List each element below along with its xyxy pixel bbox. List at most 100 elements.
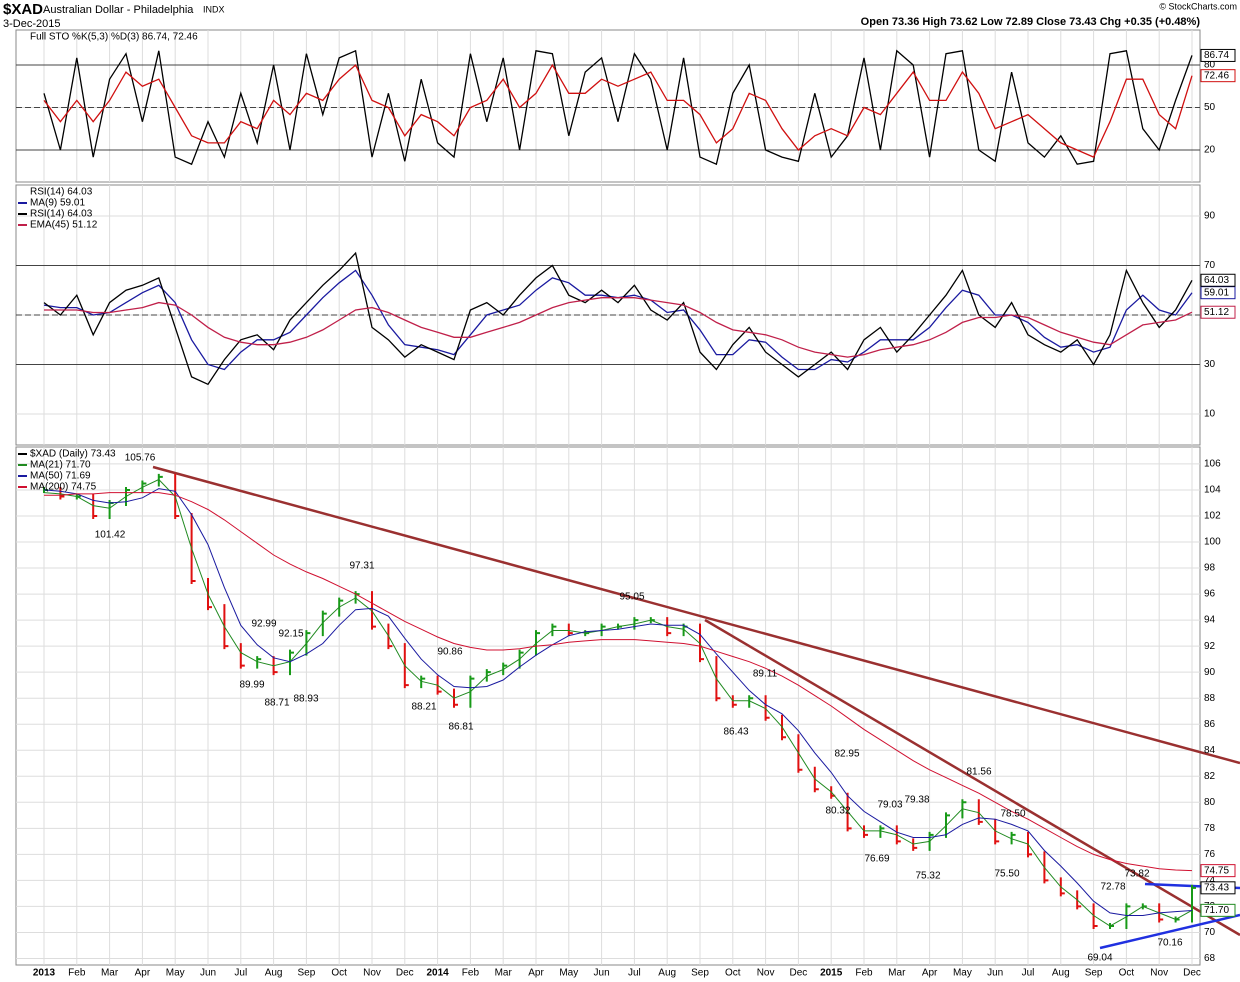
price-annotation: 105.76 [125,453,156,464]
price-bar [551,623,557,637]
end-label-box [1200,273,1236,287]
price-bar [994,818,1000,845]
price-annotation: 88.21 [411,702,436,713]
price-annotation: 86.81 [448,722,473,733]
credit: © StockCharts.com [1159,1,1237,11]
price-annotation: 88.93 [293,694,318,705]
end-label-box [1200,903,1236,917]
price-annotation: 72.78 [1100,882,1125,893]
y-tick-label: 80 [1204,60,1216,71]
x-tick-label: Sep [691,968,709,979]
quote: Open 73.36 High 73.62 Low 72.89 Close 73… [861,16,1201,28]
end-label-box [1200,305,1236,319]
price-annotation: 92.15 [278,629,303,640]
x-tick-label: Sep [1085,968,1103,979]
y-tick-label: 10 [1204,409,1216,420]
price-bar [502,662,508,676]
end-label: 51.12 [1204,307,1229,318]
price-bar [1092,903,1098,929]
x-tick-label: May [559,968,578,979]
x-tick-label: Nov [757,968,775,979]
x-tick-label: Jul [628,968,641,979]
x-tick-label: Jun [987,968,1003,979]
legend-label: MA(9) 59.01 [30,198,85,209]
end-label: 86.74 [1204,50,1229,61]
y-tick-label: 76 [1204,849,1216,860]
price-annotation: 82.95 [834,749,859,760]
price-bar [977,799,983,825]
legend-label: EMA(45) 51.12 [30,220,98,231]
end-label: 74.75 [1204,865,1229,876]
symbol: $XAD [3,1,43,18]
price-bar [92,493,98,519]
x-tick-label: Jun [594,968,610,979]
x-tick-label: Nov [363,968,381,979]
series-line [43,49,1193,166]
price-bar [141,480,147,493]
end-label-box [1200,864,1236,878]
y-tick-label: 80 [1204,797,1216,808]
x-tick-label: Feb [855,968,873,979]
y-tick-label: 30 [1204,359,1216,370]
x-tick-label: Sep [298,968,316,979]
price-bar [1191,884,1196,923]
y-tick-label: 92 [1204,641,1216,652]
price-bar [1125,903,1131,929]
price-bar [764,695,770,721]
price-bar [1010,831,1016,845]
end-label-box [1200,881,1236,895]
trendline [704,618,1240,937]
price-annotation: 89.99 [239,680,264,691]
x-tick-label: May [166,968,185,979]
x-tick-label: Jul [1022,968,1035,979]
price-annotation: 75.50 [994,869,1019,880]
x-tick-label: Aug [265,968,283,979]
legend-label: $XAD (Daily) 73.43 [30,449,116,460]
price-annotation: 80.32 [825,806,850,817]
trendline [152,465,1240,765]
x-tick-label: Feb [462,968,480,979]
y-tick-label: 68 [1204,953,1216,964]
price-annotation: 79.38 [904,795,929,806]
price-bar [600,623,606,637]
price-annotation: 95.05 [619,592,644,603]
series-line [44,492,1193,872]
x-tick-label: 2014 [426,968,449,979]
x-tick-label: Mar [888,968,906,979]
price-bar [567,623,573,637]
x-tick-label: Oct [1119,968,1135,979]
price-bar [731,695,737,708]
price-annotation: 75.32 [915,871,940,882]
y-tick-label: 82 [1204,771,1216,782]
end-label: 73.43 [1204,882,1229,893]
end-label: 71.70 [1204,905,1229,916]
instrument-name: Australian Dollar - Philadelphia [43,4,194,16]
y-tick-label: 50 [1204,102,1216,113]
series-line [43,478,1193,927]
price-annotation: 79.03 [877,800,902,811]
series-line [43,251,1193,386]
panel-title: Full STO %K(5,3) %D(3) 86.74, 72.46 [30,32,198,43]
x-tick-label: Aug [658,968,676,979]
legend-label: MA(50) 71.69 [30,471,91,482]
y-tick-label: 20 [1204,145,1216,156]
price-bar [633,617,639,630]
x-tick-label: 2013 [33,968,56,979]
price-bar [239,643,245,669]
x-tick-label: Feb [68,968,86,979]
price-bar [289,649,294,676]
end-label-box [1200,48,1236,62]
y-tick-label: 96 [1204,589,1216,600]
y-tick-label: 88 [1204,693,1216,704]
end-label: 59.01 [1204,287,1229,298]
x-tick-label: Aug [1052,968,1070,979]
price-annotation: 92.99 [251,619,276,630]
x-tick-label: Dec [396,968,414,979]
price-annotation: 78.50 [1000,809,1025,820]
x-tick-label: Oct [331,968,347,979]
price-bar [912,838,918,851]
price-annotation: 89.11 [753,669,778,680]
x-tick-label: Mar [101,968,119,979]
x-tick-label: Apr [922,968,938,979]
